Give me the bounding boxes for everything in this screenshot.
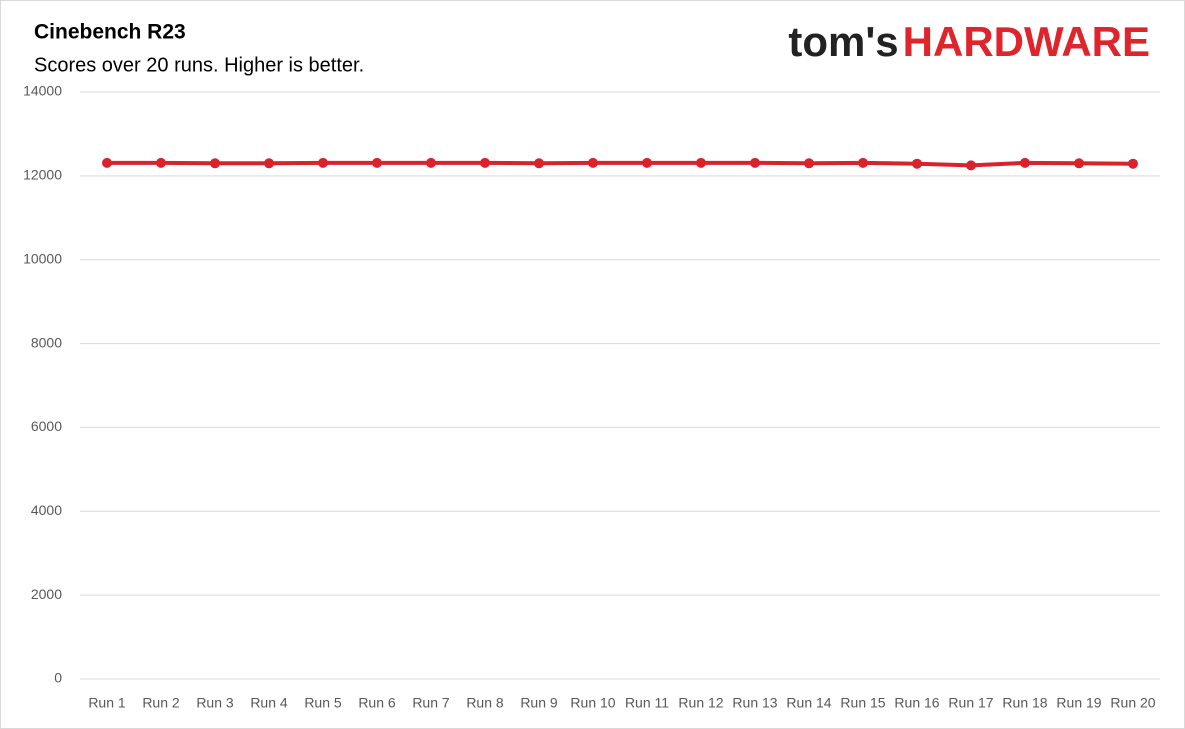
y-tick-label: 0: [54, 670, 62, 686]
data-point: [642, 157, 652, 168]
x-tick-label: Run 7: [412, 695, 450, 711]
x-tick-label: Run 15: [840, 695, 885, 711]
data-point: [1128, 158, 1138, 169]
y-tick-label: 14000: [23, 83, 62, 99]
data-line: [107, 160, 1134, 168]
data-point: [804, 158, 814, 169]
data-point: [534, 158, 544, 169]
logo: tom'sHARDWARE: [788, 18, 1150, 65]
data-point: [858, 157, 868, 168]
data-point: [372, 157, 382, 168]
logo-right: HARDWARE: [903, 18, 1150, 65]
x-tick-label: Run 14: [786, 695, 831, 711]
data-point: [264, 158, 274, 169]
x-tick-label: Run 12: [678, 695, 723, 711]
x-tick-label: Run 5: [304, 695, 342, 711]
x-tick-label: Run 11: [625, 695, 669, 711]
logo-left: tom's: [788, 18, 898, 65]
data-point: [696, 157, 706, 168]
data-point: [102, 157, 112, 168]
x-tick-label: Run 4: [250, 695, 288, 711]
data-point: [318, 157, 328, 168]
x-tick-label: Run 13: [732, 695, 777, 711]
y-tick-label: 2000: [31, 586, 62, 602]
x-tick-label: Run 3: [196, 695, 234, 711]
y-tick-label: 12000: [23, 167, 62, 183]
data-point: [750, 157, 760, 168]
data-point: [912, 158, 922, 169]
data-point: [1074, 158, 1084, 169]
chart-title: Cinebench R23: [34, 21, 186, 44]
x-tick-label: Run 9: [520, 695, 558, 711]
data-point: [426, 157, 436, 168]
x-tick-label: Run 2: [142, 695, 180, 711]
x-tick-label: Run 18: [1002, 695, 1047, 711]
data-point: [156, 157, 166, 168]
x-tick-label: Run 19: [1056, 695, 1101, 711]
y-tick-label: 8000: [31, 334, 62, 350]
y-tick-label: 10000: [23, 250, 62, 266]
y-tick-label: 4000: [31, 502, 62, 518]
data-point: [1020, 157, 1030, 168]
x-tick-label: Run 16: [894, 695, 939, 711]
chart-subtitle: Scores over 20 runs. Higher is better.: [34, 54, 364, 76]
y-tick-label: 6000: [31, 418, 62, 434]
x-tick-label: Run 17: [948, 695, 993, 711]
x-tick-label: Run 20: [1110, 695, 1155, 711]
data-point: [966, 160, 976, 171]
x-tick-label: Run 10: [570, 695, 615, 711]
data-point: [210, 158, 220, 169]
x-tick-label: Run 6: [358, 695, 396, 711]
data-point: [588, 157, 598, 168]
x-tick-label: Run 8: [466, 695, 504, 711]
x-tick-label: Run 1: [88, 695, 126, 711]
data-point: [480, 157, 490, 168]
